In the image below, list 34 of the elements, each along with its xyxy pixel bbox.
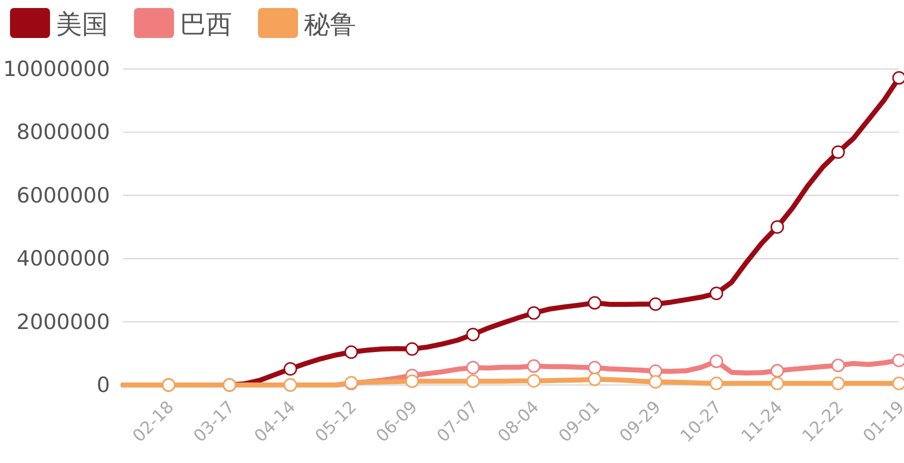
y-tick-label: 0 bbox=[96, 373, 110, 397]
point bbox=[466, 374, 480, 388]
point bbox=[588, 296, 602, 310]
point bbox=[648, 364, 662, 378]
point bbox=[405, 342, 419, 356]
point bbox=[770, 364, 784, 378]
point bbox=[710, 354, 724, 368]
legend-label: 美国 bbox=[56, 10, 108, 40]
point bbox=[770, 220, 784, 234]
point bbox=[770, 376, 784, 390]
point bbox=[588, 360, 602, 374]
point bbox=[527, 374, 541, 388]
point bbox=[831, 376, 845, 390]
point bbox=[405, 374, 419, 388]
point bbox=[710, 376, 724, 390]
legend-label: 秘鲁 bbox=[304, 10, 356, 40]
point bbox=[527, 306, 541, 320]
y-tick-label: 10000000 bbox=[3, 57, 110, 81]
legend-label: 巴西 bbox=[180, 10, 232, 40]
point bbox=[527, 359, 541, 373]
point bbox=[831, 145, 845, 159]
point bbox=[466, 328, 480, 342]
y-tick-label: 8000000 bbox=[16, 120, 110, 144]
point bbox=[648, 375, 662, 389]
y-tick-label: 4000000 bbox=[16, 246, 110, 271]
point bbox=[466, 360, 480, 374]
y-tick-label: 6000000 bbox=[16, 183, 110, 208]
point bbox=[344, 345, 358, 359]
point bbox=[710, 286, 724, 300]
point bbox=[284, 362, 298, 376]
y-tick-label: 2000000 bbox=[16, 310, 110, 334]
point bbox=[648, 297, 662, 311]
point bbox=[831, 358, 845, 372]
point bbox=[588, 372, 602, 386]
